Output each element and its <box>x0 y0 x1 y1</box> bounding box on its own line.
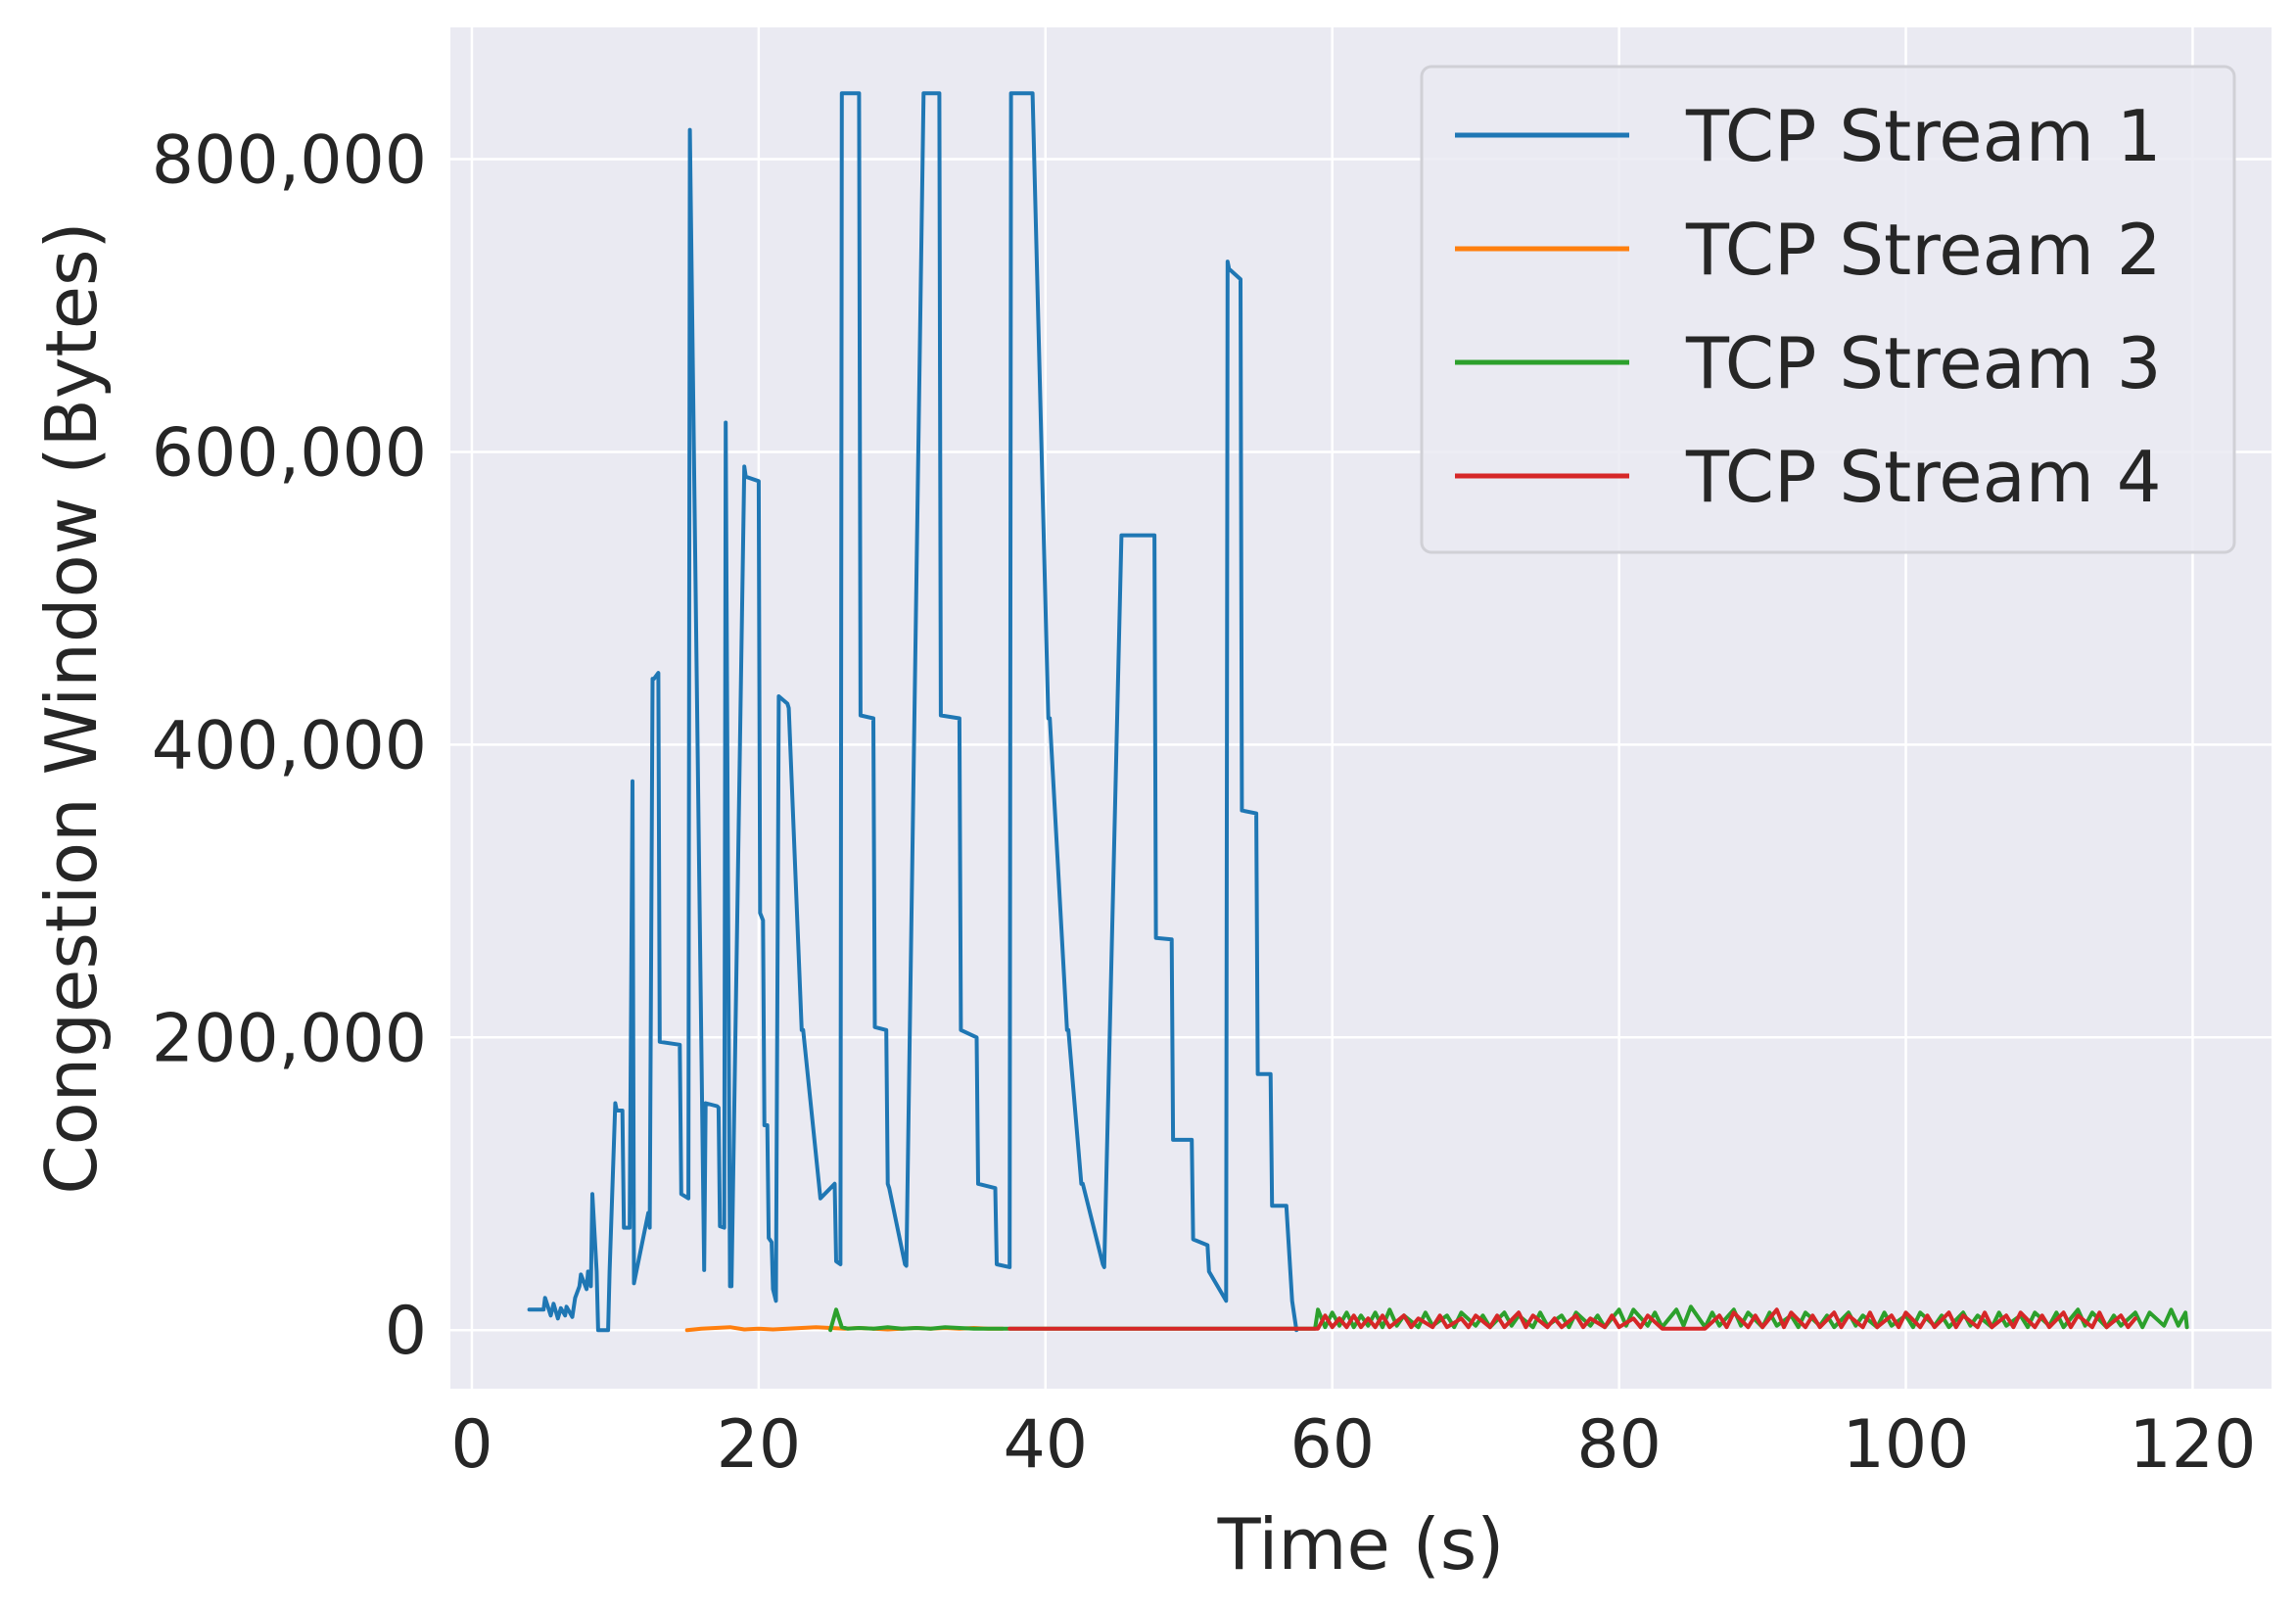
x-tick-label: 40 <box>1004 1406 1089 1484</box>
legend-label: TCP Stream 4 <box>1685 436 2162 518</box>
y-tick-labels: 0 200,000 400,000 600,000 800,000 <box>152 122 427 1371</box>
x-tick-labels: 0 20 40 60 80 100 120 <box>450 1406 2256 1484</box>
y-tick-label: 200,000 <box>152 1000 427 1077</box>
y-tick-label: 0 <box>385 1293 427 1370</box>
legend-label: TCP Stream 2 <box>1685 209 2162 291</box>
x-tick-label: 100 <box>1843 1406 1970 1484</box>
series-lines <box>527 91 2189 1333</box>
x-tick-label: 120 <box>2130 1406 2257 1484</box>
x-tick-label: 80 <box>1576 1406 1662 1484</box>
x-tick-label: 60 <box>1289 1406 1375 1484</box>
y-tick-label: 600,000 <box>152 414 427 492</box>
legend-label: TCP Stream 1 <box>1685 95 2162 177</box>
x-tick-label: 0 <box>450 1406 492 1484</box>
x-tick-label: 20 <box>717 1406 802 1484</box>
legend: TCP Stream 1 TCP Stream 2 TCP Stream 3 TCP … <box>1420 65 2236 554</box>
legend-label: TCP Stream 3 <box>1685 322 2162 404</box>
legend-items: TCP Stream 1 TCP Stream 2 TCP Stream 3 TCP … <box>1455 95 2162 518</box>
series-line-1 <box>527 91 1299 1333</box>
legend-box <box>1420 65 2236 554</box>
y-tick-label: 400,000 <box>152 707 427 784</box>
x-axis-label: Time (s) <box>1217 1503 1505 1586</box>
series-line-4 <box>1007 1307 2137 1331</box>
y-axis-label: Congestion Window (Bytes) <box>30 221 113 1194</box>
y-tick-label: 800,000 <box>152 122 427 200</box>
